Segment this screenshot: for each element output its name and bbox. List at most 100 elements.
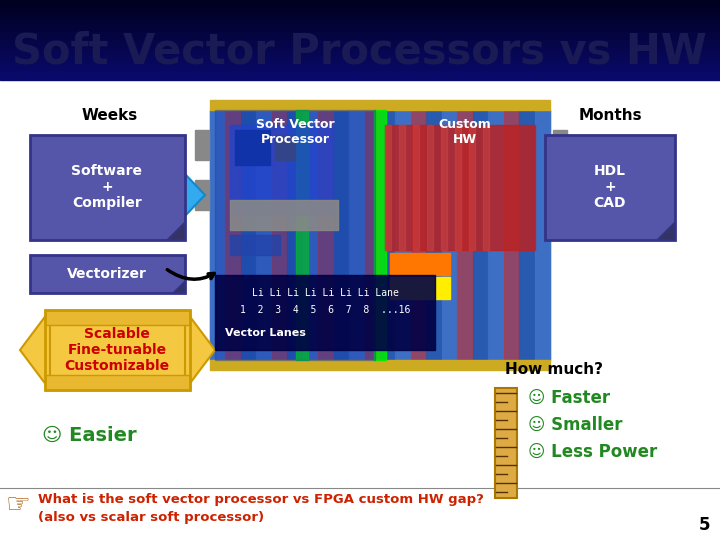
Bar xyxy=(0,60,720,61)
Text: ☺ Smaller: ☺ Smaller xyxy=(528,416,623,434)
Text: Software
+
Compiler: Software + Compiler xyxy=(71,164,143,210)
FancyBboxPatch shape xyxy=(30,255,185,293)
Text: Vectorizer: Vectorizer xyxy=(67,267,147,281)
Polygon shape xyxy=(45,375,190,390)
Bar xyxy=(318,110,333,360)
Bar xyxy=(553,130,567,160)
Bar xyxy=(441,125,447,250)
FancyBboxPatch shape xyxy=(30,135,185,240)
Bar xyxy=(0,73,720,74)
Bar xyxy=(0,23,720,24)
Text: How much?: How much? xyxy=(505,362,603,377)
Bar xyxy=(0,22,720,23)
Bar xyxy=(399,125,405,250)
Bar xyxy=(519,110,534,360)
Bar xyxy=(473,110,487,360)
Bar xyxy=(503,110,518,360)
Bar xyxy=(230,235,280,255)
Bar xyxy=(0,52,720,53)
Bar xyxy=(302,110,318,360)
Bar xyxy=(0,19,720,20)
Bar xyxy=(411,110,426,360)
Bar xyxy=(0,72,720,73)
Bar xyxy=(0,30,720,31)
Bar xyxy=(553,180,567,210)
Text: Custom
HW: Custom HW xyxy=(438,118,491,146)
Bar xyxy=(0,7,720,8)
Bar xyxy=(0,3,720,4)
Bar xyxy=(0,49,720,50)
Bar xyxy=(364,110,379,360)
Text: Scalable
Fine-tunable
Customizable: Scalable Fine-tunable Customizable xyxy=(64,327,170,373)
Bar xyxy=(390,253,450,275)
Bar xyxy=(210,360,550,370)
Bar xyxy=(413,125,419,250)
FancyArrow shape xyxy=(555,174,580,216)
Text: Weeks: Weeks xyxy=(82,107,138,123)
Bar xyxy=(0,69,720,70)
Bar xyxy=(495,388,517,498)
Bar xyxy=(230,125,333,215)
Bar xyxy=(0,48,720,49)
Bar xyxy=(0,4,720,5)
Bar xyxy=(457,110,472,360)
Bar xyxy=(256,110,271,360)
Bar xyxy=(0,34,720,35)
Bar xyxy=(0,53,720,54)
Bar xyxy=(0,68,720,69)
Text: Months: Months xyxy=(578,107,642,123)
Bar xyxy=(0,12,720,13)
Bar xyxy=(380,110,395,360)
Bar xyxy=(225,110,240,360)
Bar xyxy=(427,125,433,250)
Bar xyxy=(0,29,720,30)
Bar xyxy=(0,27,720,28)
Bar xyxy=(0,41,720,42)
Bar xyxy=(0,62,720,63)
Bar xyxy=(215,110,375,360)
Bar xyxy=(0,65,720,66)
Bar xyxy=(390,277,450,299)
Text: ☞: ☞ xyxy=(6,491,30,519)
Bar xyxy=(0,14,720,15)
Text: (also vs scalar soft processor): (also vs scalar soft processor) xyxy=(38,511,264,524)
Polygon shape xyxy=(45,310,190,325)
Polygon shape xyxy=(167,222,185,240)
Text: Soft Vector Processors vs HW: Soft Vector Processors vs HW xyxy=(12,31,707,73)
Text: What is the soft vector processor vs FPGA custom HW gap?: What is the soft vector processor vs FPG… xyxy=(38,494,484,507)
Text: 1  2  3  4  5  6  7  8  ...16: 1 2 3 4 5 6 7 8 ...16 xyxy=(240,305,410,315)
Bar xyxy=(0,50,720,51)
Bar xyxy=(272,110,287,360)
Bar xyxy=(0,63,720,64)
Bar xyxy=(0,24,720,25)
Bar xyxy=(0,13,720,14)
Bar xyxy=(0,44,720,45)
Bar xyxy=(0,74,720,75)
Bar xyxy=(0,9,720,10)
Polygon shape xyxy=(173,281,185,293)
Bar xyxy=(0,38,720,39)
Text: Li Li Li Li Li Li Li Lane: Li Li Li Li Li Li Li Lane xyxy=(251,288,398,298)
Bar xyxy=(0,75,720,76)
Bar xyxy=(0,36,720,37)
Bar xyxy=(0,31,720,32)
Bar xyxy=(241,110,256,360)
Bar xyxy=(275,135,295,160)
Bar xyxy=(442,110,456,360)
Bar xyxy=(0,79,720,80)
Bar xyxy=(175,180,178,210)
Bar xyxy=(0,58,720,59)
Bar xyxy=(210,100,550,110)
Bar xyxy=(385,125,535,250)
Bar xyxy=(45,310,190,390)
Bar xyxy=(0,45,720,46)
Polygon shape xyxy=(657,222,675,240)
Text: ☺ Faster: ☺ Faster xyxy=(528,389,610,407)
Bar xyxy=(215,275,435,350)
Bar xyxy=(534,110,549,360)
Bar xyxy=(0,8,720,9)
Bar xyxy=(0,67,720,68)
Bar xyxy=(45,310,190,390)
Bar xyxy=(0,61,720,62)
Bar xyxy=(374,110,386,360)
